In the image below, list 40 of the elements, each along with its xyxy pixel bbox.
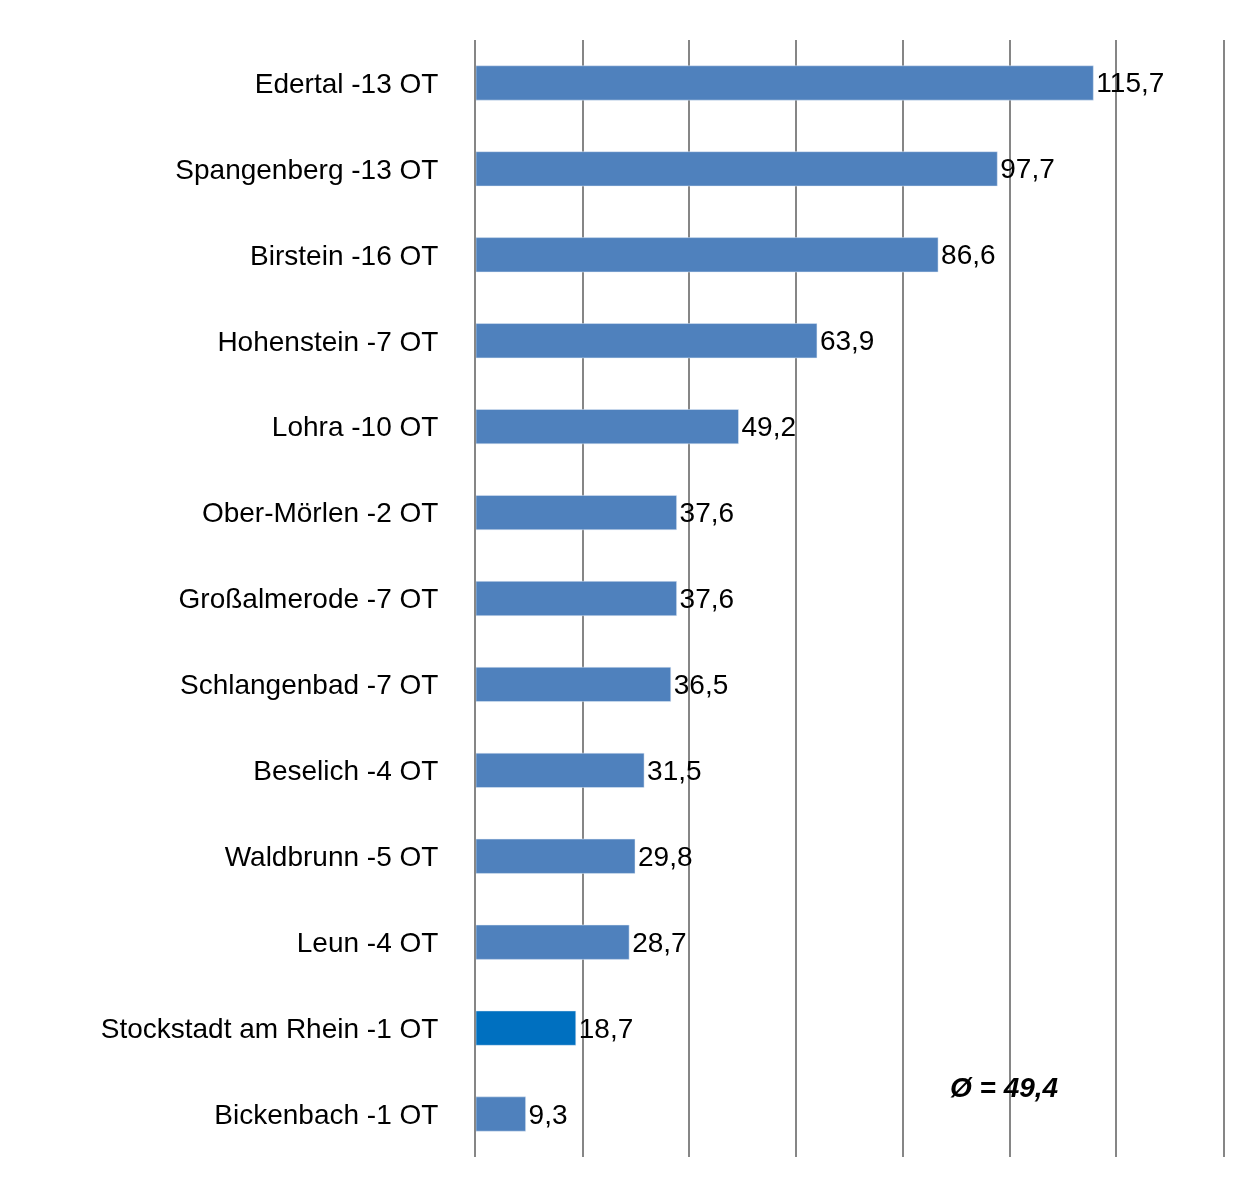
bar	[476, 1010, 577, 1046]
data-label: 29,8	[638, 840, 693, 872]
bar	[476, 838, 636, 874]
y-tick-label: Stockstadt am Rhein -1 OT	[100, 1012, 439, 1044]
data-label: 37,6	[679, 583, 735, 614]
bar	[476, 495, 677, 531]
annotation: Ø = 49,4	[950, 1072, 1059, 1103]
data-label: 115,7	[1096, 67, 1165, 99]
data-label: 86,6	[941, 239, 996, 271]
bar	[476, 1096, 526, 1132]
y-tick-label: Lohra -10 OT	[271, 411, 439, 443]
data-label: 97,7	[1000, 153, 1055, 185]
y-tick-label: Spangenberg -13 OT	[175, 153, 439, 185]
bar	[476, 237, 939, 273]
y-tick-label: Waldbrunn -5 OT	[224, 841, 439, 873]
y-tick-label: Hohenstein -7 OT	[217, 325, 439, 357]
bar	[476, 666, 671, 702]
bar	[476, 924, 630, 960]
y-tick-label: Großalmerode -7 OT	[178, 583, 439, 615]
bar	[476, 65, 1094, 101]
data-label: 28,7	[632, 926, 687, 958]
data-label: 31,5	[647, 754, 702, 786]
y-tick-label: Bickenbach -1 OT	[214, 1098, 439, 1130]
data-label: 63,9	[819, 325, 875, 357]
data-label: 9,3	[528, 1098, 568, 1130]
y-tick-label: Schlangenbad -7 OT	[180, 669, 439, 701]
y-tick-label: Edertal -13 OT	[254, 67, 439, 99]
bar	[476, 323, 818, 359]
bar	[476, 409, 739, 445]
y-tick-label: Ober-Mörlen -2 OT	[201, 497, 439, 529]
y-tick-label: Beselich -4 OT	[253, 755, 439, 787]
data-label: 37,6	[679, 497, 735, 529]
y-tick-label: Birstein -16 OT	[250, 239, 439, 271]
y-tick-label: Leun -4 OT	[296, 926, 439, 958]
data-label: 36,5	[673, 668, 729, 700]
data-label: 49,2	[741, 411, 797, 443]
bar	[476, 752, 645, 788]
bar	[476, 581, 677, 616]
bar	[476, 151, 998, 187]
data-label: 18,7	[578, 1012, 634, 1044]
